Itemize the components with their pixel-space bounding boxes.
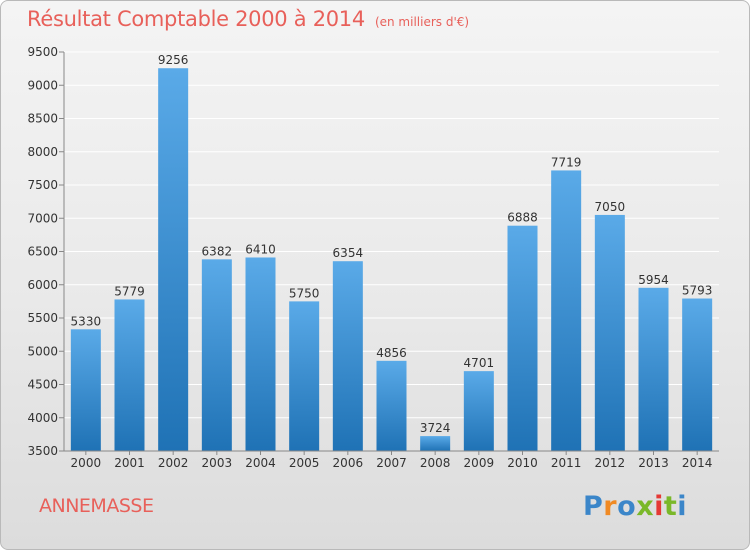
data-label: 5330	[71, 314, 102, 328]
data-label: 5793	[682, 284, 713, 298]
x-tick-label: 2004	[245, 456, 276, 470]
bar	[682, 298, 713, 451]
x-tick-label: 2008	[420, 456, 451, 470]
data-label: 3724	[420, 421, 451, 435]
bar	[463, 371, 494, 451]
y-tick-label: 9500	[27, 45, 58, 59]
x-tick-label: 2010	[507, 456, 538, 470]
logo-letter: t	[663, 491, 678, 522]
data-label: 6410	[245, 242, 276, 256]
logo-letter: i	[677, 491, 688, 522]
data-label: 6354	[333, 246, 364, 260]
data-label: 4701	[464, 356, 495, 370]
data-label: 6382	[202, 244, 233, 258]
x-tick-label: 2002	[158, 456, 189, 470]
data-label: 9256	[158, 53, 189, 67]
bar	[551, 170, 582, 451]
bar	[289, 301, 320, 451]
data-labels: 5330 5779 9256 6382 6410 5750 6354 4856 3724 4701…	[71, 53, 713, 435]
title-text: Résultat Comptable 2000 à 2014	[27, 7, 365, 31]
data-label: 7050	[595, 200, 626, 214]
y-tick-label: 4500	[27, 378, 58, 392]
place-name: ANNEMASSE	[39, 495, 154, 517]
y-tick-label: 8000	[27, 145, 58, 159]
x-tick-label: 2006	[333, 456, 364, 470]
bar	[114, 299, 145, 451]
y-tick-label: 5000	[27, 344, 58, 358]
x-tick-label: 2011	[551, 456, 582, 470]
bar	[332, 261, 363, 451]
data-label: 7719	[551, 155, 582, 169]
bar	[201, 259, 232, 451]
logo-letter: r	[603, 491, 618, 522]
logo-letter: i	[654, 491, 664, 522]
y-tick-label: 9000	[27, 78, 58, 92]
y-tick-label: 7000	[27, 211, 58, 225]
x-tick-label: 2009	[464, 456, 495, 470]
bar	[376, 360, 407, 451]
y-tick-label: 6500	[27, 245, 58, 259]
y-tick-label: 5500	[27, 311, 58, 325]
y-tick-label: 6000	[27, 278, 58, 292]
data-label: 6888	[507, 211, 538, 225]
data-label: 5954	[638, 273, 669, 287]
axes: 3500 4000 4500 5000 5500 6000 6500 7000 7500 8000…	[27, 45, 719, 470]
data-label: 4856	[376, 346, 407, 360]
x-tick-label: 2007	[376, 456, 407, 470]
bar	[594, 214, 625, 451]
x-tick-label: 2005	[289, 456, 320, 470]
y-tick-label: 8500	[27, 112, 58, 126]
x-tick-label: 2014	[682, 456, 713, 470]
y-tick-label: 3500	[27, 444, 58, 458]
proxiti-logo: Proxiti	[583, 491, 687, 522]
data-label: 5779	[114, 284, 145, 298]
x-tick-label: 2012	[595, 456, 626, 470]
bar	[245, 257, 276, 451]
bar	[420, 436, 451, 451]
data-label: 5750	[289, 286, 320, 300]
x-tick-label: 2001	[114, 456, 145, 470]
logo-letter: o	[617, 491, 637, 522]
logo-letter: x	[636, 491, 655, 522]
bar	[158, 68, 189, 451]
chart-title: Résultat Comptable 2000 à 2014 (en millie…	[27, 7, 469, 31]
logo-letter: P	[583, 491, 604, 522]
y-tick-label: 4000	[27, 411, 58, 425]
x-tick-label: 2000	[71, 456, 102, 470]
x-tick-label: 2013	[638, 456, 669, 470]
bar	[638, 287, 669, 451]
bar	[70, 329, 101, 451]
x-tick-label: 2003	[202, 456, 233, 470]
bar	[507, 225, 538, 451]
chart-subtitle: (en milliers d'€)	[374, 15, 470, 29]
bars	[70, 68, 713, 451]
y-tick-label: 7500	[27, 178, 58, 192]
